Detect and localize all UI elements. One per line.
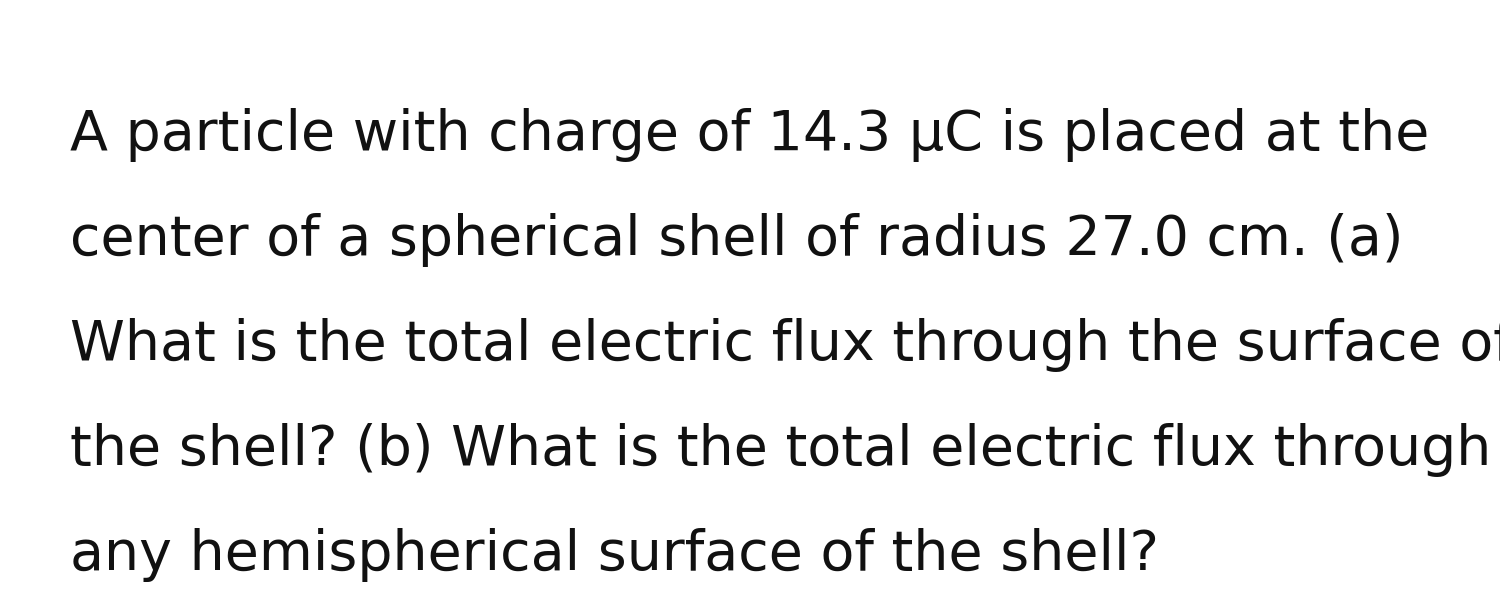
Text: any hemispherical surface of the shell?: any hemispherical surface of the shell? xyxy=(70,528,1160,582)
Text: What is the total electric flux through the surface of: What is the total electric flux through … xyxy=(70,318,1500,372)
Text: A particle with charge of 14.3 μC is placed at the: A particle with charge of 14.3 μC is pla… xyxy=(70,108,1429,162)
Text: the shell? (b) What is the total electric flux through: the shell? (b) What is the total electri… xyxy=(70,423,1492,477)
Text: center of a spherical shell of radius 27.0 cm. (a): center of a spherical shell of radius 27… xyxy=(70,213,1404,267)
